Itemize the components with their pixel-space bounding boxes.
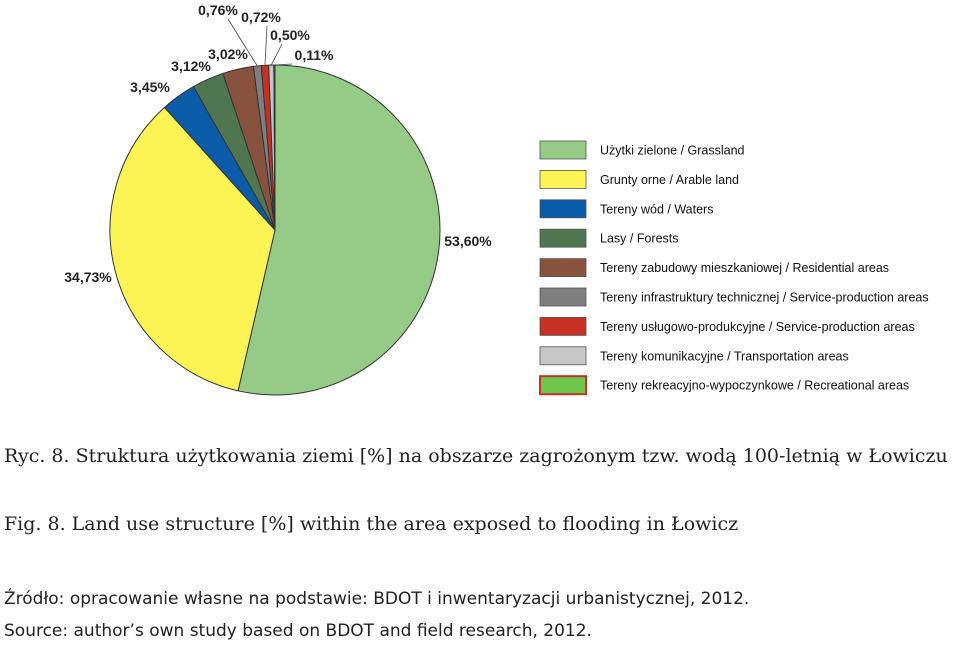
value-label-recreational-areas: 0,11%	[295, 47, 334, 63]
leader-line-transportation-areas	[270, 43, 283, 66]
land-use-pie-chart: 53,60% 34,73% 3,45%3,12%3,02% 0,76% 0,72% 0,5…	[64, 2, 929, 396]
figure-caption-english: Fig. 8. Land use structure [%] within th…	[4, 513, 739, 535]
leader-line-service-production-areas	[227, 18, 258, 67]
value-label-forests: 3,12%	[171, 58, 211, 74]
value-label-residential-areas: 3,02%	[208, 46, 248, 62]
legend-swatch-arable-land	[539, 169, 587, 189]
legend-label-arable-land: Grunty orne / Arable land	[600, 173, 739, 187]
legend-label-service-production-areas: Tereny usługowo-produkcyjne / Service-pr…	[600, 320, 915, 334]
legend-label-transportation-areas: Tereny komunikacyjne / Transportation ar…	[600, 349, 849, 363]
legend-swatch-grassland	[539, 140, 587, 160]
slice-arable-land	[109, 106, 276, 392]
legend-label-recreational-areas: Tereny rekreacyjno-wypoczynkowe / Recrea…	[600, 379, 909, 393]
pie-value-labels: 53,60% 34,73% 3,45%3,12%3,02% 0,76% 0,72% 0,5…	[64, 2, 492, 285]
pie-slices	[109, 64, 441, 396]
legend-label-grassland: Użytki zielone / Grassland	[600, 144, 745, 158]
legend-swatch-waters	[539, 199, 587, 219]
value-label-grassland: 53,60%	[444, 233, 492, 249]
leader-line-recreational-areas	[274, 63, 293, 66]
value-label-transportation-areas: 0,50%	[270, 27, 310, 43]
value-label-arable-land: 34,73%	[64, 269, 112, 285]
value-label-service-production-areas: 0,72%	[241, 9, 281, 25]
figure-caption-polish: Ryc. 8. Struktura użytkowania ziemi [%] …	[4, 445, 948, 467]
legend-swatch-recreational-areas	[539, 375, 587, 396]
slice-grassland	[237, 64, 441, 396]
legend-swatch-service-production-areas	[539, 316, 587, 336]
source-note-polish: Źródło: opracowanie własne na podstawie:…	[4, 589, 750, 609]
value-label-waters: 3,45%	[130, 79, 170, 95]
legend-label-service-production-areas: Tereny infrastruktury technicznej / Serv…	[600, 291, 929, 305]
value-label-service-production-areas: 0,76%	[198, 2, 238, 18]
legend-label-forests: Lasy / Forests	[600, 232, 679, 246]
legend: Użytki zielone / Grassland Grunty orne / …	[539, 140, 929, 396]
legend-swatch-forests	[539, 228, 587, 248]
legend-label-waters: Tereny wód / Waters	[600, 202, 713, 216]
leader-line-service-production-areas	[264, 25, 268, 66]
legend-swatch-transportation-areas	[539, 346, 587, 366]
legend-swatch-service-production-areas	[539, 287, 587, 307]
source-note-english: Source: author’s own study based on BDOT…	[4, 621, 592, 641]
legend-label-residential-areas: Tereny zabudowy mieszkaniowej / Resident…	[600, 261, 889, 275]
legend-swatch-residential-areas	[539, 258, 587, 278]
